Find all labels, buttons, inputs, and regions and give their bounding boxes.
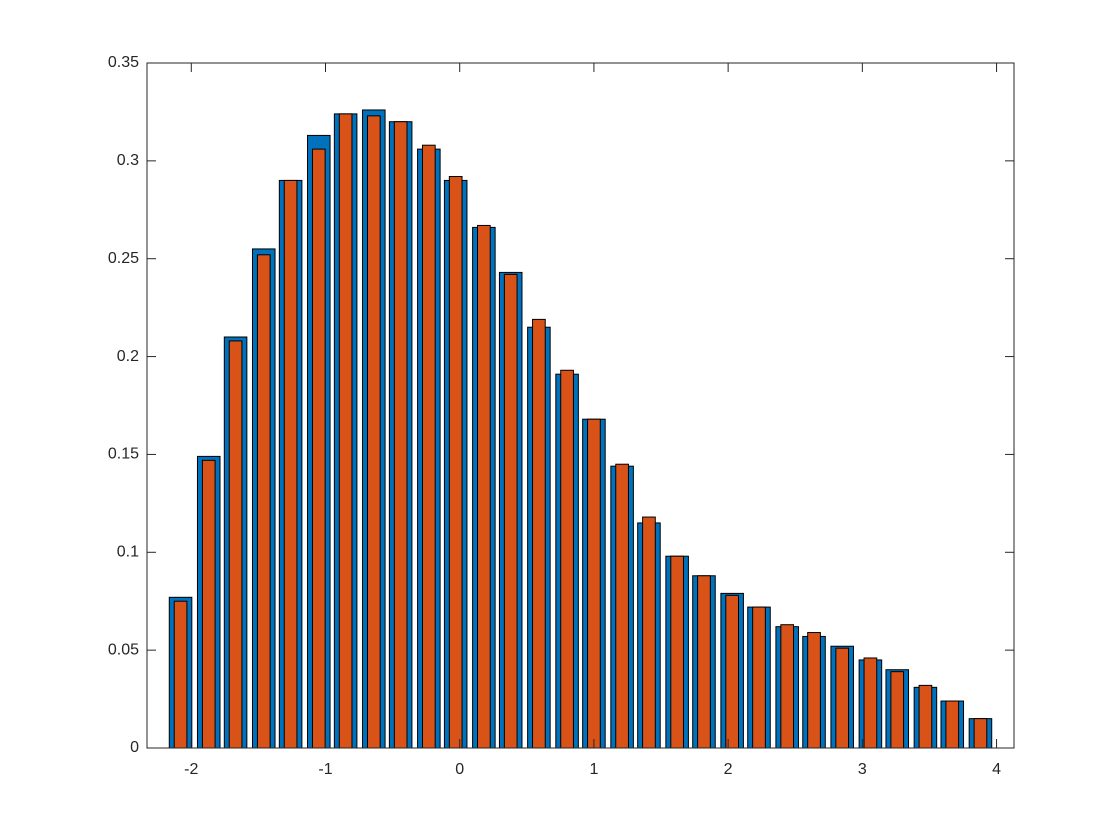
- bar: [918, 684, 933, 749]
- bar: [311, 148, 326, 749]
- bar: [338, 113, 353, 749]
- x-tick-label: 0: [455, 761, 464, 778]
- x-tick-label: 4: [992, 761, 1001, 778]
- bar: [670, 555, 684, 749]
- y-tick-label: 0.2: [117, 348, 139, 365]
- x-tick-label: -1: [318, 761, 332, 778]
- bar: [615, 463, 629, 749]
- x-tick-label: 3: [858, 761, 867, 778]
- y-tick-label: 0.05: [108, 641, 139, 658]
- bar: [477, 224, 491, 749]
- x-tick-label: -2: [184, 761, 198, 778]
- bar: [780, 624, 795, 749]
- axes-box: [146, 62, 1015, 749]
- y-tick-label: 0.15: [108, 446, 139, 463]
- x-tick-label: 2: [724, 761, 733, 778]
- bar: [393, 121, 408, 749]
- bar: [366, 115, 381, 749]
- bar: [945, 700, 960, 749]
- bar: [587, 418, 601, 749]
- y-tick-label: 0.25: [108, 250, 139, 267]
- bar: [725, 594, 739, 749]
- bar: [422, 144, 436, 749]
- bar: [532, 318, 546, 749]
- y-tick-label: 0.1: [117, 544, 139, 561]
- x-tick-label: 1: [589, 761, 598, 778]
- bar: [283, 179, 298, 749]
- bar: [201, 459, 216, 749]
- bar: [973, 718, 988, 749]
- bar: [560, 369, 574, 749]
- y-tick-label: 0.3: [117, 152, 139, 169]
- bar: [448, 176, 463, 749]
- bar: [807, 632, 821, 749]
- bar: [256, 254, 271, 749]
- y-tick-label: 0: [130, 739, 139, 756]
- bar: [173, 600, 188, 749]
- bar: [697, 575, 711, 749]
- y-tick-label: 0.35: [108, 54, 139, 71]
- bar: [752, 606, 766, 749]
- bar: [890, 671, 905, 749]
- bar: [863, 657, 878, 749]
- bar: [228, 340, 243, 749]
- bar: [642, 516, 656, 749]
- bar: [503, 273, 518, 749]
- bar: [835, 647, 850, 749]
